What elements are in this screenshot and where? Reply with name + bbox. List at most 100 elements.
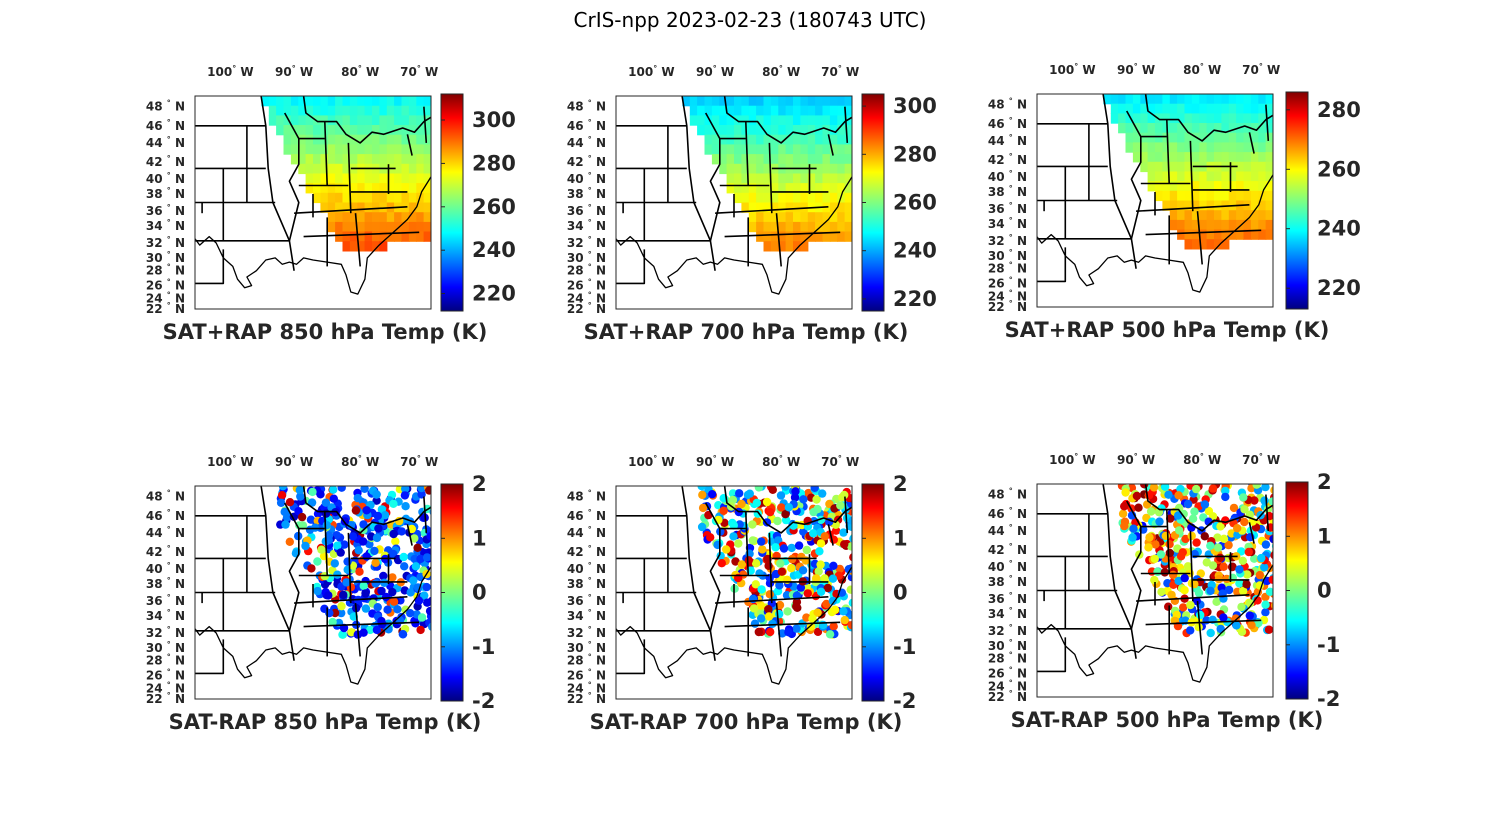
axes-frame bbox=[615, 95, 853, 310]
state-boundary bbox=[768, 142, 773, 214]
lon-tick-label: 80° W bbox=[762, 64, 800, 79]
colorbar-tick-label: 2 bbox=[893, 472, 908, 496]
state-boundary bbox=[294, 206, 408, 214]
colorbar-tick-label: 2 bbox=[1317, 470, 1332, 494]
state-boundary bbox=[775, 213, 782, 267]
lon-tick-label: 70° W bbox=[400, 64, 438, 79]
state-boundary bbox=[1145, 619, 1262, 626]
lat-tick-label: 32 ° N bbox=[567, 235, 606, 250]
lat-tick-label: 32 ° N bbox=[146, 625, 185, 640]
state-boundary bbox=[1145, 229, 1262, 236]
lat-tick-label: 40 ° N bbox=[567, 561, 606, 576]
state-boundary bbox=[827, 134, 834, 156]
colorbar-tick-label: 220 bbox=[472, 282, 516, 306]
state-boundary bbox=[844, 496, 849, 533]
state-boundary bbox=[1248, 522, 1255, 544]
data-field bbox=[261, 96, 431, 252]
lat-tick-label: 30 ° N bbox=[988, 638, 1027, 653]
state-boundary bbox=[715, 596, 829, 604]
colorbar-tick-label: 240 bbox=[1317, 217, 1361, 241]
lat-tick-label: 42 ° N bbox=[146, 154, 185, 169]
coastline bbox=[615, 176, 853, 295]
lon-tick-label: 80° W bbox=[762, 454, 800, 469]
lat-tick-label: 48 ° N bbox=[988, 97, 1027, 112]
lat-tick-label: 48 ° N bbox=[146, 99, 185, 114]
lat-tick-label: 22 ° N bbox=[567, 301, 606, 316]
colorbar-tick-label: -2 bbox=[893, 689, 916, 713]
colorbar-tick-label: 0 bbox=[1317, 579, 1332, 603]
colorbar-tick-label: 260 bbox=[1317, 157, 1361, 181]
coastline bbox=[194, 176, 432, 295]
state-boundary bbox=[195, 639, 225, 675]
lat-tick-label: 38 ° N bbox=[988, 574, 1027, 589]
lat-tick-label: 38 ° N bbox=[146, 186, 185, 201]
lat-tick-label: 26 ° N bbox=[988, 276, 1027, 291]
coastline bbox=[615, 566, 853, 685]
lat-tick-label: 24 ° N bbox=[146, 290, 185, 305]
colorbar-tick-label: 260 bbox=[472, 195, 516, 219]
lat-tick-label: 30 ° N bbox=[988, 248, 1027, 263]
state-boundary bbox=[1144, 93, 1274, 142]
lat-tick-label: 44 ° N bbox=[146, 525, 185, 540]
lat-tick-label: 40 ° N bbox=[567, 171, 606, 186]
state-boundary bbox=[1125, 500, 1142, 629]
colorbar-tick-label: 280 bbox=[472, 151, 516, 175]
state-boundary bbox=[709, 240, 716, 271]
colorbar-tick-label: 280 bbox=[893, 142, 937, 166]
lat-tick-label: 48 ° N bbox=[146, 489, 185, 504]
state-boundary bbox=[303, 621, 420, 628]
state-boundary bbox=[1189, 140, 1194, 212]
state-boundary bbox=[724, 231, 841, 238]
panel-title: SAT-RAP 700 hPa Temp (K) bbox=[590, 710, 903, 734]
lat-tick-label: 44 ° N bbox=[567, 525, 606, 540]
coastline bbox=[1036, 564, 1274, 683]
state-boundary bbox=[1102, 483, 1133, 630]
map-panel: 100° W 90° W 80° W 70° W 48 ° N 46 ° N 44 ° N 4… bbox=[146, 454, 495, 734]
lat-tick-label: 34 ° N bbox=[988, 606, 1027, 621]
state-boundary bbox=[288, 630, 295, 661]
lat-tick-label: 24 ° N bbox=[146, 680, 185, 695]
state-boundary bbox=[616, 249, 646, 285]
state-boundary bbox=[1196, 601, 1203, 655]
state-boundary bbox=[302, 95, 432, 144]
colorbar-tick-label: 240 bbox=[472, 238, 516, 262]
state-boundary bbox=[1166, 509, 1170, 574]
lat-tick-label: 48 ° N bbox=[567, 489, 606, 504]
lat-tick-label: 42 ° N bbox=[146, 544, 185, 559]
state-boundary bbox=[260, 485, 291, 632]
lon-tick-label: 100° W bbox=[628, 64, 674, 79]
lat-tick-label: 32 ° N bbox=[988, 623, 1027, 638]
state-boundary bbox=[347, 142, 352, 214]
lon-tick-label: 90° W bbox=[275, 64, 313, 79]
state-boundary bbox=[1037, 247, 1067, 283]
lon-tick-label: 100° W bbox=[207, 64, 253, 79]
lat-tick-label: 48 ° N bbox=[988, 487, 1027, 502]
lon-tick-label: 80° W bbox=[1183, 452, 1221, 467]
state-boundary bbox=[723, 95, 853, 144]
state-boundary bbox=[768, 532, 773, 604]
lat-tick-label: 30 ° N bbox=[146, 250, 185, 265]
lat-tick-label: 44 ° N bbox=[146, 135, 185, 150]
lat-tick-label: 38 ° N bbox=[988, 184, 1027, 199]
lat-tick-label: 40 ° N bbox=[146, 171, 185, 186]
lat-tick-label: 46 ° N bbox=[988, 116, 1027, 131]
panel-title: SAT+RAP 850 hPa Temp (K) bbox=[163, 320, 488, 344]
state-boundary bbox=[1265, 494, 1270, 531]
lat-tick-label: 26 ° N bbox=[146, 278, 185, 293]
axes-frame bbox=[1036, 93, 1274, 308]
data-field bbox=[682, 96, 852, 252]
lat-tick-label: 28 ° N bbox=[146, 263, 185, 278]
state-boundary bbox=[423, 106, 428, 143]
lat-tick-label: 34 ° N bbox=[146, 218, 185, 233]
lon-tick-label: 70° W bbox=[400, 454, 438, 469]
colorbar-tick-label: -2 bbox=[1317, 687, 1340, 711]
colorbar-tick-label: 0 bbox=[472, 581, 487, 605]
lon-tick-label: 100° W bbox=[1049, 62, 1095, 77]
lat-tick-label: 24 ° N bbox=[567, 290, 606, 305]
state-boundary bbox=[844, 106, 849, 143]
lat-tick-label: 40 ° N bbox=[988, 559, 1027, 574]
colorbar bbox=[440, 93, 464, 312]
lat-tick-label: 36 ° N bbox=[567, 203, 606, 218]
state-boundary bbox=[294, 596, 408, 604]
lat-tick-label: 44 ° N bbox=[567, 135, 606, 150]
